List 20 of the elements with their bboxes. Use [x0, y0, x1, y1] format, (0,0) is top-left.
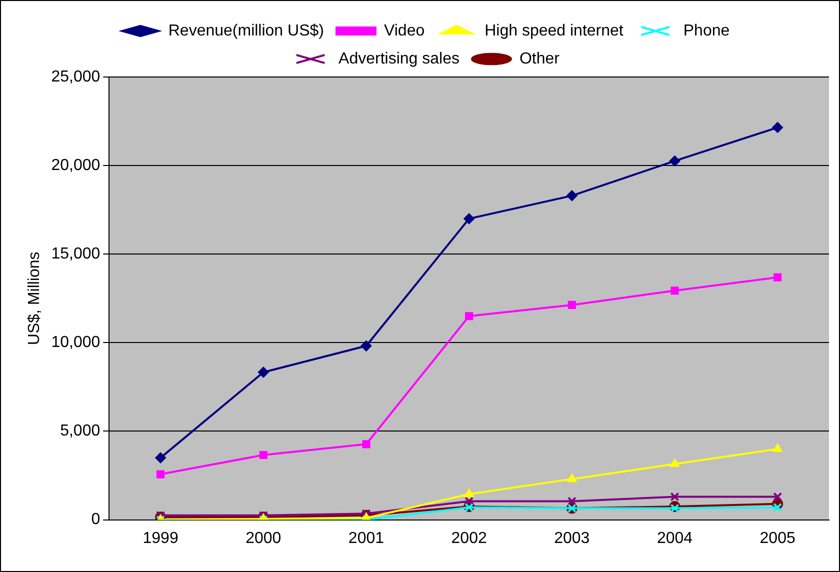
- y-tick-label: 0: [91, 511, 100, 528]
- y-tick-label: 25,000: [51, 68, 100, 86]
- legend-label: Advertising sales: [338, 50, 460, 68]
- legend-label: High speed internet: [484, 22, 624, 40]
- y-tick-label: 20,000: [51, 156, 100, 174]
- x-tick-label: 2002: [451, 530, 487, 547]
- x-tick-label: 2004: [656, 530, 693, 547]
- legend-label: Other: [519, 50, 560, 68]
- legend-label: Revenue(million US$): [168, 22, 324, 40]
- y-tick-label: 5,000: [60, 422, 100, 440]
- y-tick-label: 10,000: [51, 334, 100, 352]
- y-tick-label: 15,000: [51, 246, 100, 263]
- x-tick-label: 2001: [348, 530, 384, 547]
- x-tick-label: 2005: [760, 530, 796, 547]
- legend-label: Phone: [683, 22, 730, 40]
- x-tick-label: 2000: [246, 530, 282, 547]
- legend-label: Video: [384, 22, 425, 40]
- x-tick-label: 1999: [142, 530, 178, 547]
- x-tick-label: 2003: [554, 530, 590, 547]
- y-axis-title: US$, Millions: [26, 252, 44, 346]
